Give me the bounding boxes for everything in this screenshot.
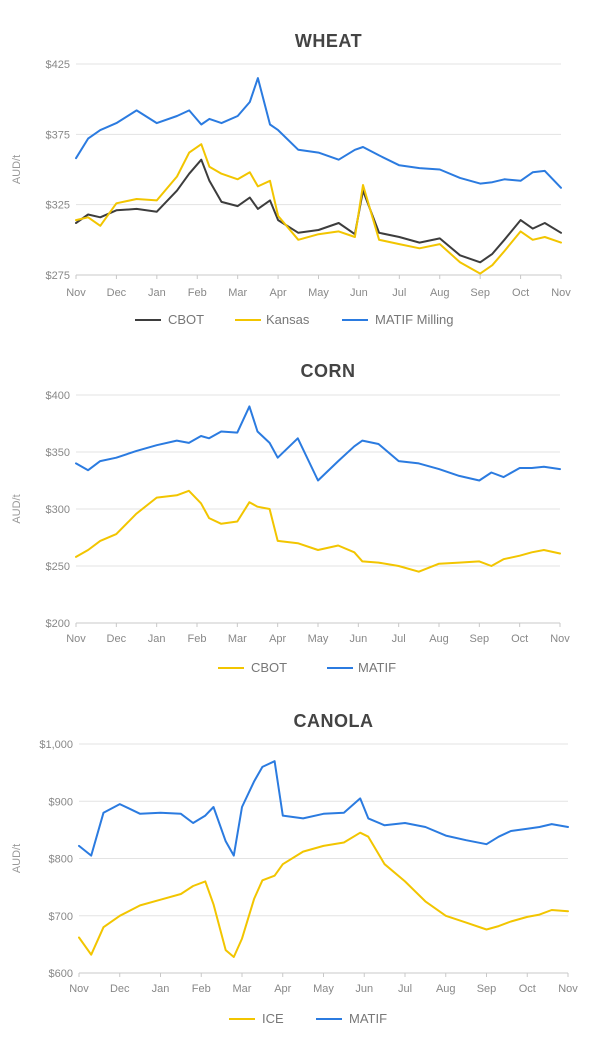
x-tick-label: Feb — [192, 983, 211, 995]
y-tick-label: $200 — [46, 618, 70, 630]
y-tick-label: $800 — [49, 854, 73, 866]
x-tick-label: Mar — [233, 983, 252, 995]
x-tick-label: Apr — [270, 287, 287, 299]
x-tick-label: Sep — [477, 983, 497, 995]
x-tick-label: Jan — [148, 287, 166, 299]
legend-label: ICE — [262, 1011, 284, 1026]
legend-label: Kansas — [266, 312, 310, 327]
x-tick-label: Jun — [355, 983, 373, 995]
x-tick-label: Dec — [110, 983, 130, 995]
y-tick-label: $900 — [49, 796, 73, 808]
x-tick-label: May — [313, 983, 334, 995]
x-tick-label: Oct — [512, 287, 529, 299]
x-tick-label: Dec — [107, 633, 127, 645]
legend-label: MATIF — [358, 660, 396, 675]
x-tick-label: Jul — [392, 287, 406, 299]
y-tick-label: $425 — [46, 59, 70, 71]
x-tick-label: Aug — [429, 633, 449, 645]
x-tick-label: Mar — [228, 287, 247, 299]
series-line-kansas — [75, 143, 562, 275]
x-tick-label: Jun — [350, 287, 368, 299]
x-tick-label: Oct — [511, 633, 528, 645]
x-tick-label: Apr — [274, 983, 291, 995]
y-axis-label: AUD/t — [11, 844, 23, 873]
x-tick-label: Aug — [436, 983, 456, 995]
chart-title: CORN — [301, 361, 356, 381]
series-line-cbot — [75, 158, 562, 264]
y-tick-label: $350 — [46, 447, 70, 459]
y-tick-label: $300 — [46, 504, 70, 516]
x-tick-label: Nov — [551, 287, 571, 299]
y-tick-label: $375 — [46, 129, 70, 141]
x-tick-label: Feb — [188, 633, 207, 645]
x-tick-label: Nov — [69, 983, 89, 995]
x-tick-label: May — [308, 287, 329, 299]
y-axis-label: AUD/t — [11, 155, 23, 184]
series-line-matif-milling — [75, 77, 562, 189]
x-tick-label: Nov — [66, 287, 86, 299]
x-tick-label: Apr — [269, 633, 286, 645]
series-line-ice — [78, 831, 569, 958]
y-tick-label: $250 — [46, 561, 70, 573]
x-tick-label: Nov — [66, 633, 86, 645]
x-tick-label: Mar — [228, 633, 247, 645]
series-line-matif — [75, 405, 561, 482]
series-line-matif — [78, 760, 569, 857]
x-tick-label: Aug — [430, 287, 450, 299]
legend-label: CBOT — [251, 660, 287, 675]
x-tick-label: Dec — [107, 287, 127, 299]
x-tick-label: Jan — [152, 983, 170, 995]
x-tick-label: Sep — [470, 287, 490, 299]
y-tick-label: $325 — [46, 200, 70, 212]
x-tick-label: Jan — [148, 633, 166, 645]
series-line-cbot — [75, 489, 561, 573]
legend-label: MATIF — [349, 1011, 387, 1026]
x-tick-label: Jul — [392, 633, 406, 645]
x-tick-label: Feb — [188, 287, 207, 299]
y-tick-label: $275 — [46, 270, 70, 282]
x-tick-label: Nov — [558, 983, 578, 995]
x-tick-label: Sep — [470, 633, 490, 645]
legend-label: MATIF Milling — [375, 312, 453, 327]
y-axis-label: AUD/t — [11, 494, 23, 523]
x-tick-label: Nov — [550, 633, 570, 645]
y-tick-label: $600 — [49, 968, 73, 980]
y-tick-label: $1,000 — [39, 739, 73, 751]
chart-title: WHEAT — [295, 31, 362, 51]
chart-title: CANOLA — [294, 711, 374, 731]
legend-label: CBOT — [168, 312, 204, 327]
x-tick-label: May — [308, 633, 329, 645]
x-tick-label: Jun — [349, 633, 367, 645]
x-tick-label: Jul — [398, 983, 412, 995]
y-tick-label: $400 — [46, 390, 70, 402]
x-tick-label: Oct — [519, 983, 536, 995]
y-tick-label: $700 — [49, 911, 73, 923]
